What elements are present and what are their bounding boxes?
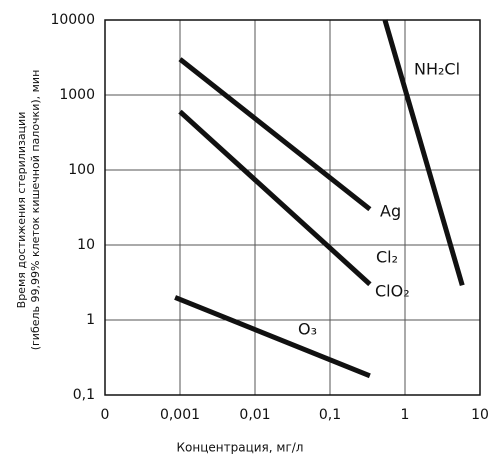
- series-line: [174, 295, 371, 379]
- x-tick-label: 0,01: [239, 407, 270, 423]
- x-tick-label: 0: [101, 407, 110, 423]
- y-tick-label: 100: [68, 162, 95, 178]
- y-axis-label: (гибель 99,99% клеток кишечной палочки),…: [29, 70, 42, 351]
- series-line: [178, 57, 372, 212]
- y-tick-label: 0,1: [73, 387, 95, 403]
- series-line: [178, 109, 372, 287]
- x-axis-label: Концентрация, мг/л: [177, 441, 304, 455]
- x-tick-label: 0,001: [160, 407, 200, 423]
- y-tick-label: 10: [77, 237, 95, 253]
- y-tick-label: 1000: [59, 87, 95, 103]
- series-label: NH₂Cl: [414, 60, 460, 79]
- x-tick-label: 10: [471, 407, 489, 423]
- plot-frame: [104, 19, 481, 396]
- y-tick-label: 1: [86, 312, 95, 328]
- series-label: Ag: [380, 202, 401, 221]
- y-axis-label: Время достижения стерилизации: [15, 112, 28, 309]
- series-label: O₃: [298, 320, 317, 339]
- y-tick-label: 10000: [50, 12, 95, 28]
- x-tick-label: 0,1: [319, 407, 341, 423]
- series-line: [382, 19, 465, 287]
- x-tick-label: 1: [401, 407, 410, 423]
- series-label: Cl₂: [376, 248, 398, 267]
- annotation: ClO₂: [375, 282, 410, 301]
